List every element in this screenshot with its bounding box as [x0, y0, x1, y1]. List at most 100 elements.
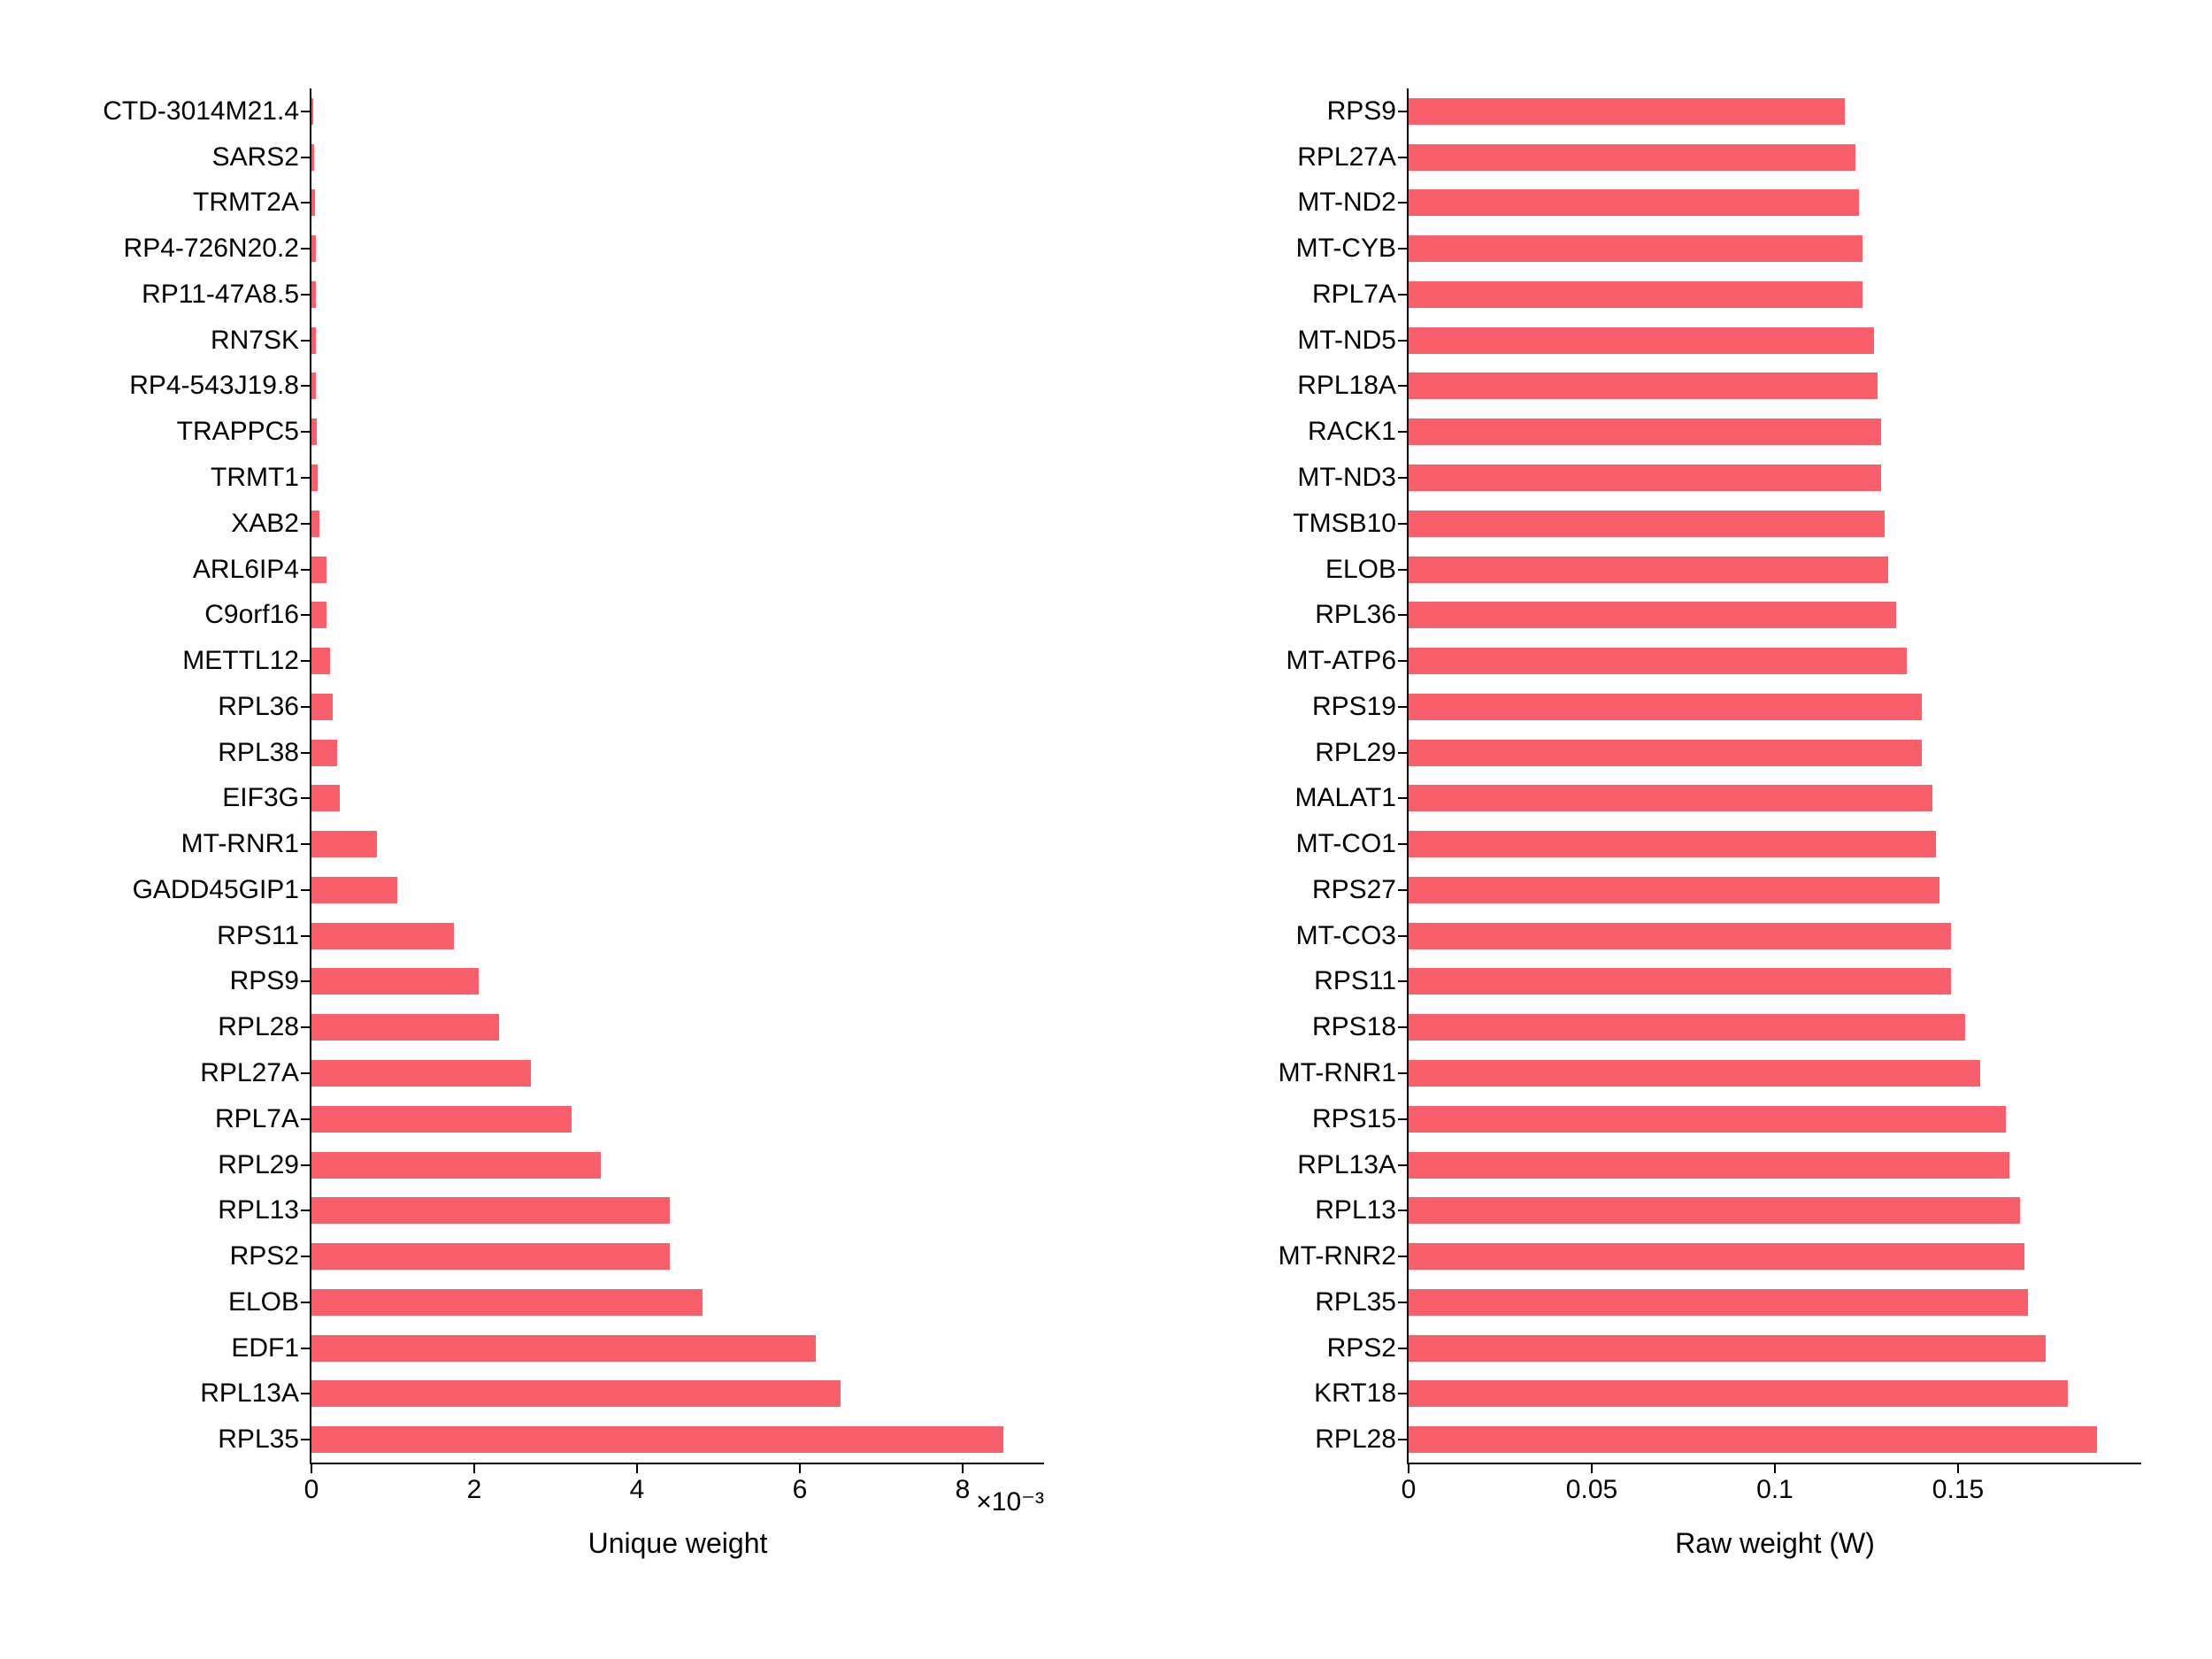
x-tick-label: 0 — [1402, 1475, 1417, 1505]
y-tick-label: RPL13A — [1297, 1150, 1396, 1180]
bar — [1409, 1335, 2046, 1362]
bar — [311, 785, 340, 811]
bar — [311, 1014, 499, 1041]
y-tick — [301, 431, 311, 433]
y-tick — [301, 752, 311, 754]
y-tick — [301, 614, 311, 616]
bar — [1409, 1243, 2024, 1270]
y-tick-label: TMSB10 — [1293, 509, 1396, 539]
y-tick — [1398, 523, 1409, 525]
y-tick-label: RPS15 — [1312, 1104, 1396, 1134]
y-tick — [1398, 1348, 1409, 1349]
y-tick — [301, 1256, 311, 1257]
y-tick-label: RPL38 — [218, 738, 299, 768]
y-tick — [301, 523, 311, 525]
x-tick-label: 0.05 — [1566, 1475, 1617, 1505]
y-tick — [1398, 1118, 1409, 1120]
y-tick — [301, 385, 311, 387]
bar — [311, 373, 316, 399]
x-tick — [636, 1463, 638, 1473]
bar — [311, 98, 313, 125]
bar — [311, 602, 326, 628]
y-tick — [1398, 294, 1409, 296]
y-tick-label: RPL29 — [1315, 738, 1396, 768]
left-x-axis-title: Unique weight — [588, 1527, 768, 1560]
y-tick-label: RPS27 — [1312, 875, 1396, 905]
left-x-axis-offset: ×10⁻³ — [976, 1486, 1044, 1517]
bar — [311, 740, 337, 766]
y-tick-label: ELOB — [228, 1287, 299, 1317]
bar — [1409, 1060, 1980, 1087]
x-tick — [311, 1463, 312, 1473]
figure-container: CTD-3014M21.4SARS2TRMT2ARP4-726N20.2RP11… — [0, 0, 2212, 1659]
y-tick — [1398, 1072, 1409, 1074]
bar — [1409, 1289, 2028, 1316]
right-x-axis-title: Raw weight (W) — [1675, 1527, 1875, 1560]
x-tick — [473, 1463, 475, 1473]
bar — [1409, 648, 1907, 674]
bar — [311, 281, 316, 308]
y-tick-label: TRMT1 — [211, 463, 299, 493]
y-tick — [1398, 980, 1409, 982]
y-tick-label: KRT18 — [1314, 1379, 1396, 1409]
y-tick — [301, 1118, 311, 1120]
right-bars: RPS9RPL27AMT-ND2MT-CYBRPL7AMT-ND5RPL18AR… — [1409, 88, 2141, 1463]
y-tick-label: RPL27A — [200, 1058, 299, 1088]
bar — [1409, 419, 1881, 445]
y-tick-label: RP11-47A8.5 — [142, 280, 299, 310]
left-plot-area: CTD-3014M21.4SARS2TRMT2ARP4-726N20.2RP11… — [310, 88, 1044, 1464]
y-tick-label: MT-CYB — [1296, 234, 1396, 264]
y-tick-label: RPL35 — [1315, 1287, 1396, 1317]
bar — [311, 968, 479, 995]
x-tick — [1774, 1463, 1776, 1473]
y-tick — [1398, 935, 1409, 937]
y-tick — [1398, 797, 1409, 799]
bar — [1409, 694, 1922, 720]
y-tick-label: RPS18 — [1312, 1012, 1396, 1042]
y-tick — [1398, 1026, 1409, 1028]
bar — [1409, 1426, 2097, 1453]
y-tick-label: RPL7A — [1312, 280, 1396, 310]
bar — [311, 1152, 601, 1179]
bar — [311, 1380, 841, 1407]
bar — [1409, 1106, 2006, 1133]
y-tick — [1398, 1210, 1409, 1211]
y-tick — [301, 1348, 311, 1349]
y-tick-label: MALAT1 — [1295, 783, 1396, 813]
bar — [1409, 1014, 1965, 1041]
bar — [311, 831, 377, 857]
x-tick-label: 2 — [467, 1475, 482, 1505]
y-tick-label: MT-CO3 — [1296, 921, 1396, 951]
y-tick — [301, 706, 311, 708]
y-tick-label: METTL12 — [182, 646, 299, 676]
bar — [311, 923, 454, 949]
y-tick-label: MT-ND3 — [1297, 463, 1396, 493]
y-tick — [301, 202, 311, 204]
right-panel: RPS9RPL27AMT-ND2MT-CYBRPL7AMT-ND5RPL18AR… — [1133, 53, 2177, 1588]
bar — [311, 557, 326, 583]
y-tick-label: RPS11 — [217, 921, 299, 951]
bar — [1409, 831, 1936, 857]
y-tick — [301, 1439, 311, 1440]
y-tick — [301, 980, 311, 982]
y-tick — [301, 294, 311, 296]
x-tick — [1408, 1463, 1409, 1473]
bar — [1409, 327, 1874, 354]
y-tick — [301, 843, 311, 845]
y-tick-label: RPL13A — [200, 1379, 299, 1409]
y-tick-label: CTD-3014M21.4 — [103, 96, 299, 127]
bar — [311, 1243, 670, 1270]
y-tick-label: C9orf16 — [204, 600, 299, 630]
x-tick-label: 0.15 — [1932, 1475, 1984, 1505]
y-tick — [301, 935, 311, 937]
y-tick-label: RPS2 — [1327, 1333, 1396, 1363]
y-tick-label: RACK1 — [1308, 417, 1396, 447]
bar — [1409, 511, 1885, 537]
y-tick — [301, 340, 311, 342]
y-tick — [1398, 660, 1409, 662]
bar — [311, 327, 316, 354]
bar — [311, 1426, 1003, 1453]
y-tick-label: ARL6IP4 — [193, 555, 299, 585]
y-tick — [1398, 431, 1409, 433]
y-tick — [1398, 889, 1409, 891]
